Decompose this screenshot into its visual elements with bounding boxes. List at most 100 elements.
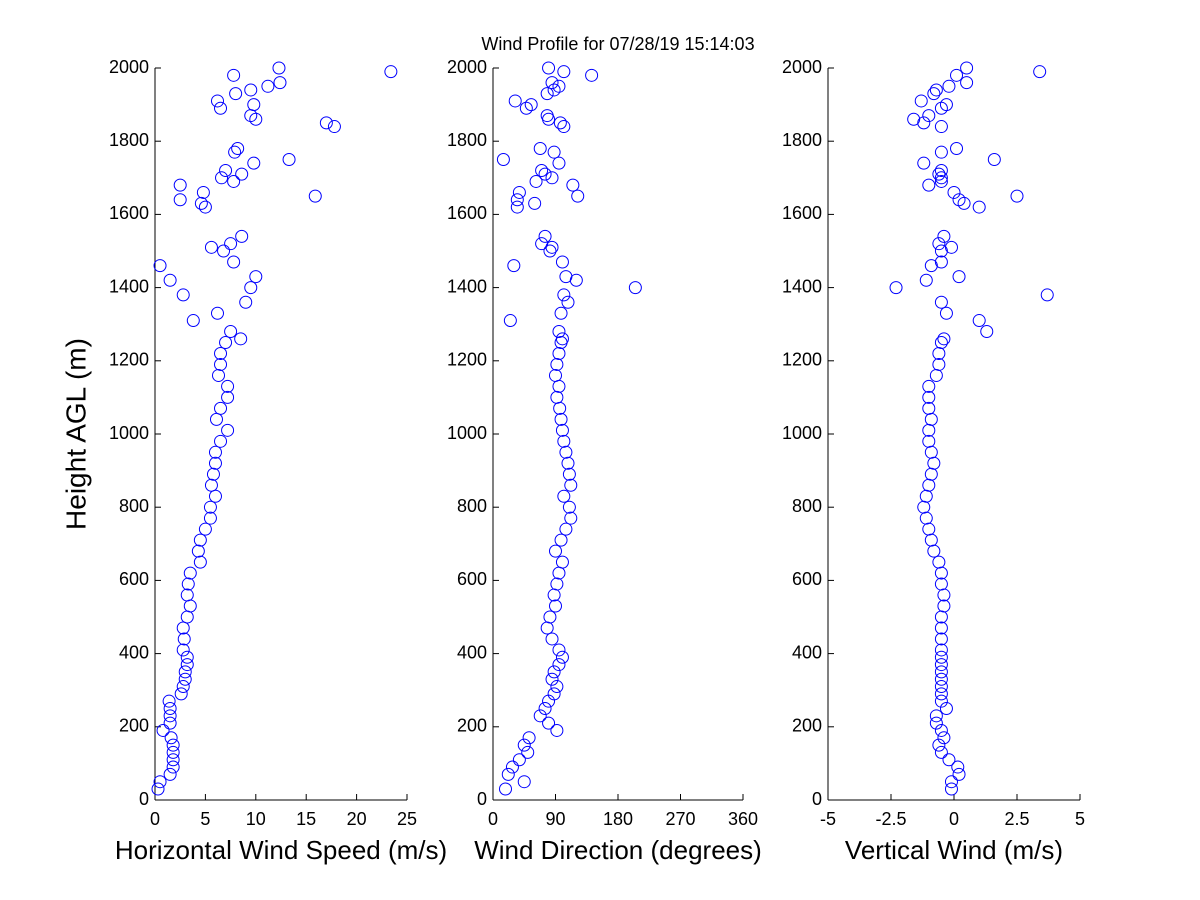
data-point bbox=[244, 281, 258, 295]
data-point bbox=[557, 434, 571, 448]
data-point bbox=[939, 702, 953, 715]
data-point bbox=[980, 325, 994, 339]
data-point bbox=[934, 171, 948, 185]
data-point bbox=[934, 687, 948, 701]
data-point bbox=[247, 98, 261, 112]
data-point bbox=[153, 259, 167, 273]
data-point bbox=[562, 500, 576, 514]
data-point bbox=[934, 723, 948, 737]
data-point bbox=[519, 101, 533, 115]
x-tick-label: 10 bbox=[246, 809, 266, 829]
data-point bbox=[889, 281, 903, 295]
data-point bbox=[244, 83, 258, 97]
y-tick-label: 1800 bbox=[447, 130, 487, 150]
data-point bbox=[231, 142, 245, 156]
data-point bbox=[249, 270, 263, 284]
data-point bbox=[942, 79, 956, 93]
data-point bbox=[934, 610, 948, 624]
data-point bbox=[319, 116, 333, 130]
data-point bbox=[545, 76, 559, 90]
data-point bbox=[151, 782, 165, 796]
data-point bbox=[952, 767, 966, 781]
y-tick-label: 1800 bbox=[109, 130, 149, 150]
data-point bbox=[922, 379, 936, 393]
data-point bbox=[162, 694, 176, 708]
y-tick-label: 0 bbox=[812, 789, 822, 809]
data-point bbox=[917, 500, 931, 514]
data-point bbox=[934, 174, 948, 188]
data-point bbox=[166, 760, 180, 774]
data-point bbox=[214, 101, 228, 115]
data-point bbox=[972, 200, 986, 214]
data-point bbox=[538, 702, 552, 715]
data-point bbox=[552, 566, 566, 580]
data-point bbox=[221, 379, 235, 393]
data-point bbox=[934, 658, 948, 672]
x-tick-label: -5 bbox=[820, 809, 836, 829]
data-point bbox=[505, 760, 519, 774]
data-point bbox=[917, 156, 931, 170]
data-point bbox=[522, 731, 536, 745]
data-point bbox=[499, 782, 512, 796]
data-point bbox=[191, 544, 205, 558]
data-point bbox=[929, 83, 943, 97]
data-point bbox=[932, 237, 946, 251]
data-point bbox=[927, 87, 941, 101]
data-point bbox=[163, 702, 177, 715]
data-point bbox=[529, 174, 543, 188]
y-tick-label: 1400 bbox=[447, 276, 487, 296]
data-point bbox=[550, 680, 564, 694]
data-point bbox=[552, 379, 566, 393]
data-point bbox=[261, 79, 275, 93]
data-point bbox=[227, 174, 241, 188]
data-point bbox=[533, 142, 547, 156]
data-point bbox=[552, 79, 566, 93]
y-tick-label: 1200 bbox=[447, 350, 487, 370]
data-point bbox=[571, 189, 585, 203]
data-point bbox=[545, 672, 559, 686]
x-tick-label: 180 bbox=[603, 809, 633, 829]
y-tick-label: 1200 bbox=[782, 350, 822, 370]
data-point bbox=[228, 145, 242, 159]
y-tick-label: 1400 bbox=[782, 276, 822, 296]
data-point bbox=[308, 189, 322, 203]
data-point bbox=[180, 610, 194, 624]
data-point bbox=[540, 109, 554, 123]
data-point bbox=[166, 753, 180, 767]
data-point bbox=[540, 87, 554, 101]
data-point bbox=[247, 156, 261, 170]
data-point bbox=[947, 185, 961, 199]
data-point bbox=[922, 109, 936, 123]
data-point bbox=[564, 511, 578, 525]
x-tick-label: 5 bbox=[200, 809, 210, 829]
data-point bbox=[512, 753, 526, 767]
x-tick-label: 15 bbox=[296, 809, 316, 829]
data-point bbox=[510, 193, 524, 207]
data-point bbox=[552, 658, 566, 672]
y-tick-label: 400 bbox=[119, 642, 149, 662]
data-point bbox=[972, 314, 986, 328]
data-point bbox=[929, 716, 943, 730]
data-point bbox=[208, 456, 222, 470]
data-point bbox=[550, 357, 564, 371]
x-tick-label: 5 bbox=[1075, 809, 1085, 829]
data-point bbox=[153, 775, 167, 789]
data-point bbox=[198, 522, 212, 536]
data-point bbox=[552, 346, 566, 360]
data-point bbox=[221, 390, 235, 404]
data-point bbox=[163, 273, 177, 287]
data-point bbox=[924, 259, 938, 273]
data-point bbox=[950, 68, 964, 82]
data-point bbox=[166, 738, 180, 752]
data-point bbox=[521, 745, 535, 759]
data-point bbox=[203, 500, 217, 514]
y-tick-label: 800 bbox=[119, 496, 149, 516]
data-point bbox=[178, 665, 192, 679]
data-point bbox=[922, 434, 936, 448]
x-tick-label: 25 bbox=[397, 809, 417, 829]
data-point bbox=[960, 76, 974, 90]
data-point bbox=[555, 423, 569, 437]
data-point bbox=[937, 332, 951, 346]
data-point bbox=[183, 599, 197, 613]
